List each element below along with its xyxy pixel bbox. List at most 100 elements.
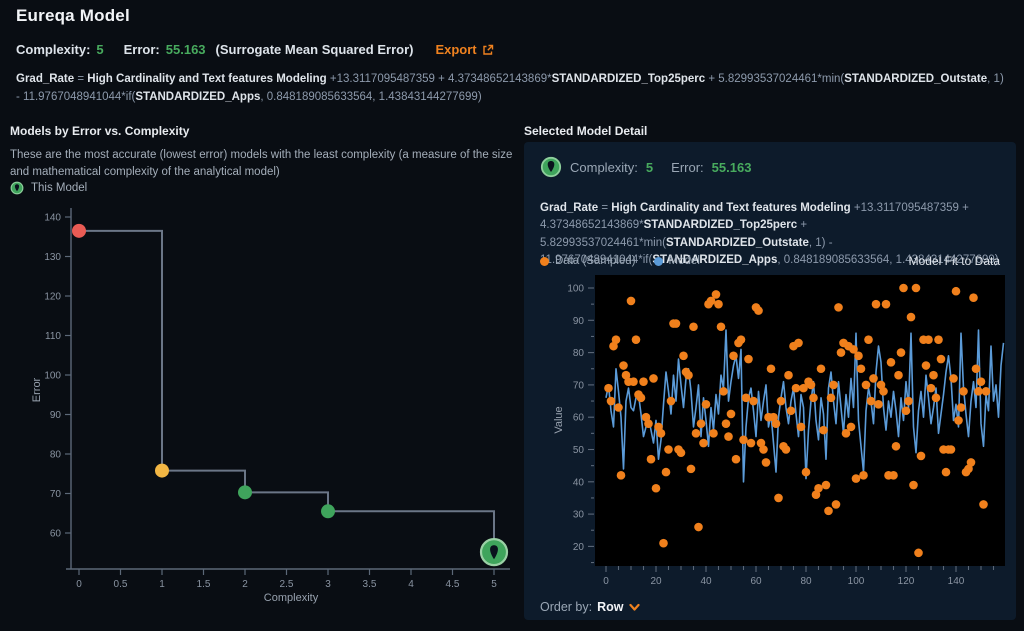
data-point[interactable]	[854, 351, 863, 361]
data-point[interactable]	[976, 377, 986, 386]
data-point[interactable]	[874, 399, 883, 409]
data-point[interactable]	[614, 403, 623, 412]
data-point[interactable]	[744, 354, 753, 364]
data-point[interactable]	[946, 445, 956, 454]
data-point[interactable]	[646, 454, 656, 464]
data-point[interactable]	[684, 370, 693, 380]
data-point[interactable]	[729, 351, 738, 361]
data-point[interactable]	[736, 335, 746, 344]
data-point[interactable]	[911, 283, 921, 293]
data-point[interactable]	[766, 364, 776, 374]
data-point[interactable]	[686, 464, 696, 474]
data-point[interactable]	[981, 387, 991, 396]
order-by-dropdown[interactable]: Order by: Row	[540, 600, 640, 614]
data-point[interactable]	[979, 500, 988, 509]
model-point[interactable]	[321, 504, 335, 519]
model-point[interactable]	[72, 223, 86, 238]
data-point[interactable]	[609, 341, 618, 351]
data-point[interactable]	[959, 387, 968, 396]
data-point[interactable]	[641, 412, 651, 422]
data-point[interactable]	[749, 396, 758, 406]
data-point[interactable]	[914, 548, 923, 558]
data-point[interactable]	[924, 335, 933, 344]
data-point[interactable]	[666, 396, 676, 406]
data-point[interactable]	[726, 409, 736, 419]
data-point[interactable]	[621, 370, 631, 380]
data-point[interactable]	[829, 380, 838, 390]
data-point[interactable]	[904, 396, 913, 406]
data-point[interactable]	[841, 429, 851, 438]
data-point[interactable]	[689, 322, 698, 332]
data-point[interactable]	[909, 480, 918, 490]
data-point[interactable]	[954, 416, 963, 425]
data-point[interactable]	[619, 361, 628, 370]
data-point[interactable]	[936, 354, 946, 364]
data-point[interactable]	[916, 451, 926, 461]
data-point[interactable]	[784, 370, 793, 380]
data-point[interactable]	[636, 393, 646, 403]
data-point[interactable]	[836, 348, 846, 357]
data-point[interactable]	[676, 448, 686, 458]
data-point[interactable]	[801, 467, 811, 477]
data-point[interactable]	[679, 351, 688, 361]
data-point[interactable]	[876, 380, 886, 390]
data-point[interactable]	[834, 303, 843, 312]
data-point[interactable]	[901, 406, 911, 416]
data-point[interactable]	[794, 338, 803, 348]
data-point[interactable]	[856, 364, 866, 374]
model-fit-chart[interactable]: 20 30 40 50 60 70 80 90 100 0 20 40 60 80 100 120 140 Val…	[524, 270, 1016, 592]
data-point[interactable]	[774, 493, 783, 503]
data-point[interactable]	[811, 490, 821, 500]
data-point[interactable]	[649, 374, 658, 383]
data-point[interactable]	[881, 299, 891, 309]
data-point[interactable]	[846, 422, 856, 432]
data-point[interactable]	[611, 335, 621, 344]
data-point[interactable]	[969, 293, 978, 302]
data-point[interactable]	[661, 467, 671, 477]
data-point[interactable]	[889, 471, 898, 480]
data-point[interactable]	[949, 374, 958, 383]
data-point[interactable]	[974, 387, 983, 396]
data-point[interactable]	[706, 296, 716, 306]
data-point[interactable]	[814, 483, 823, 493]
data-point[interactable]	[709, 429, 718, 438]
data-point[interactable]	[934, 335, 943, 344]
data-point[interactable]	[894, 370, 903, 380]
data-point[interactable]	[644, 419, 653, 428]
data-point[interactable]	[781, 445, 791, 454]
data-point[interactable]	[776, 396, 786, 406]
data-point[interactable]	[899, 283, 908, 293]
data-point[interactable]	[886, 357, 896, 367]
data-point[interactable]	[861, 380, 871, 390]
data-point[interactable]	[821, 480, 831, 490]
data-point[interactable]	[816, 364, 826, 374]
data-point[interactable]	[626, 296, 636, 306]
data-point[interactable]	[651, 483, 661, 493]
data-point[interactable]	[604, 383, 613, 393]
data-point[interactable]	[956, 403, 966, 412]
data-point[interactable]	[866, 396, 876, 406]
data-point[interactable]	[869, 374, 878, 383]
data-point[interactable]	[819, 425, 828, 435]
model-point[interactable]	[155, 463, 169, 478]
data-point[interactable]	[921, 361, 931, 370]
data-point[interactable]	[606, 396, 616, 406]
data-point[interactable]	[871, 299, 881, 309]
data-point[interactable]	[831, 500, 841, 509]
data-point[interactable]	[631, 335, 641, 344]
data-point[interactable]	[966, 458, 976, 467]
selected-model-point[interactable]	[479, 538, 509, 567]
data-point[interactable]	[756, 438, 766, 448]
data-point[interactable]	[859, 471, 868, 480]
data-point[interactable]	[791, 383, 801, 393]
data-point[interactable]	[731, 454, 741, 464]
data-point[interactable]	[796, 422, 806, 432]
data-point[interactable]	[616, 471, 626, 480]
data-point[interactable]	[964, 464, 973, 474]
data-point[interactable]	[759, 445, 768, 454]
data-point[interactable]	[806, 380, 816, 390]
data-point[interactable]	[654, 422, 663, 432]
data-point[interactable]	[929, 370, 938, 380]
data-point[interactable]	[851, 474, 861, 483]
data-point[interactable]	[941, 467, 951, 477]
